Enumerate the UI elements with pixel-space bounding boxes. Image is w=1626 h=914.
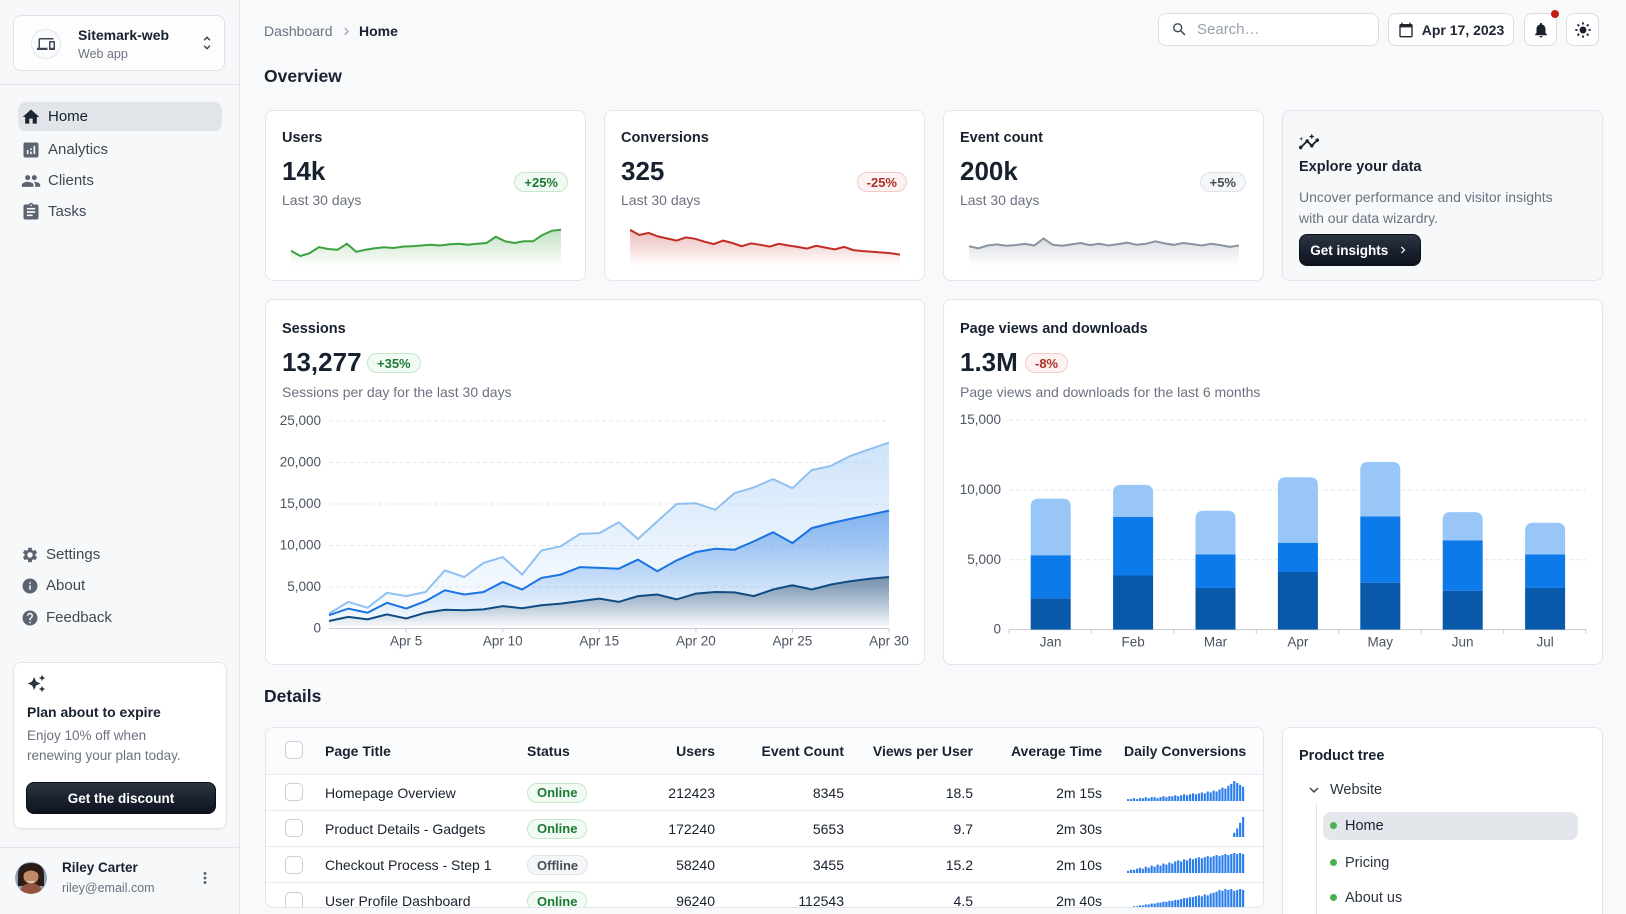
svg-text:Mar: Mar: [1204, 635, 1228, 650]
svg-text:10,000: 10,000: [960, 482, 1001, 497]
svg-text:5,000: 5,000: [287, 579, 321, 594]
svg-text:0: 0: [313, 621, 321, 636]
svg-text:Apr 30: Apr 30: [869, 634, 909, 649]
svg-text:Apr 5: Apr 5: [390, 634, 422, 649]
svg-text:Feb: Feb: [1121, 635, 1144, 650]
svg-text:Apr 20: Apr 20: [676, 634, 716, 649]
svg-text:20,000: 20,000: [280, 455, 321, 470]
svg-text:Apr 10: Apr 10: [483, 634, 523, 649]
svg-text:15,000: 15,000: [280, 496, 321, 511]
svg-text:15,000: 15,000: [960, 412, 1001, 427]
svg-text:0: 0: [993, 622, 1001, 637]
svg-text:Jul: Jul: [1536, 635, 1553, 650]
svg-text:Apr 15: Apr 15: [579, 634, 619, 649]
svg-text:Jun: Jun: [1452, 635, 1474, 650]
svg-text:10,000: 10,000: [280, 538, 321, 553]
svg-text:Apr 25: Apr 25: [773, 634, 813, 649]
svg-text:25,000: 25,000: [280, 413, 321, 428]
svg-text:Apr: Apr: [1287, 635, 1309, 650]
svg-text:Jan: Jan: [1040, 635, 1062, 650]
svg-text:5,000: 5,000: [967, 552, 1001, 567]
svg-text:May: May: [1368, 635, 1394, 650]
